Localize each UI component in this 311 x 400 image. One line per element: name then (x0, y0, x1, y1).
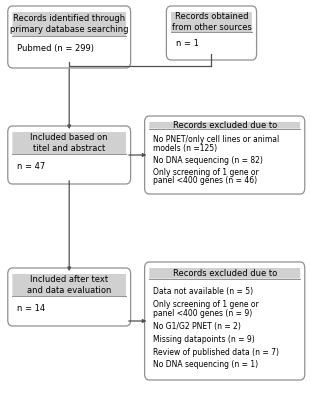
FancyBboxPatch shape (12, 12, 126, 36)
FancyBboxPatch shape (12, 12, 126, 62)
Text: No PNET/only cell lines or animal: No PNET/only cell lines or animal (153, 135, 279, 144)
FancyBboxPatch shape (149, 268, 300, 374)
FancyBboxPatch shape (12, 132, 126, 154)
Text: Review of published data (n = 7): Review of published data (n = 7) (153, 348, 279, 356)
Text: Missing datapoints (n = 9): Missing datapoints (n = 9) (153, 335, 255, 344)
Text: Included based on
titel and abstract: Included based on titel and abstract (30, 133, 108, 153)
Text: No DNA sequencing (n = 1): No DNA sequencing (n = 1) (153, 360, 258, 370)
FancyBboxPatch shape (12, 274, 126, 320)
FancyBboxPatch shape (12, 274, 126, 296)
FancyBboxPatch shape (171, 12, 252, 32)
Text: Included after text
and data evaluation: Included after text and data evaluation (27, 275, 111, 295)
Text: No DNA sequencing (n = 82): No DNA sequencing (n = 82) (153, 156, 263, 165)
FancyBboxPatch shape (171, 12, 252, 54)
FancyBboxPatch shape (149, 268, 300, 278)
FancyBboxPatch shape (12, 132, 126, 178)
Text: Data not available (n = 5): Data not available (n = 5) (153, 288, 253, 296)
FancyBboxPatch shape (149, 122, 300, 188)
Text: Pubmed (n = 299): Pubmed (n = 299) (17, 44, 94, 54)
Text: n = 14: n = 14 (17, 304, 45, 312)
Text: Records excluded due to: Records excluded due to (173, 269, 277, 278)
Text: n = 1: n = 1 (176, 38, 199, 48)
Text: Records identified through
primary database searching: Records identified through primary datab… (10, 14, 128, 34)
Text: panel <400 genes (n = 9): panel <400 genes (n = 9) (153, 309, 252, 318)
Text: Records excluded due to: Records excluded due to (173, 121, 277, 130)
Text: n = 47: n = 47 (17, 162, 45, 170)
Text: No G1/G2 PNET (n = 2): No G1/G2 PNET (n = 2) (153, 322, 241, 331)
Text: models (n =125): models (n =125) (153, 144, 217, 152)
Text: Records obtained
from other sources: Records obtained from other sources (172, 12, 251, 32)
Text: Only screening of 1 gene or: Only screening of 1 gene or (153, 300, 259, 309)
FancyBboxPatch shape (149, 122, 300, 128)
Text: Only screening of 1 gene or: Only screening of 1 gene or (153, 168, 259, 177)
Text: panel <400 genes (n = 46): panel <400 genes (n = 46) (153, 176, 257, 186)
